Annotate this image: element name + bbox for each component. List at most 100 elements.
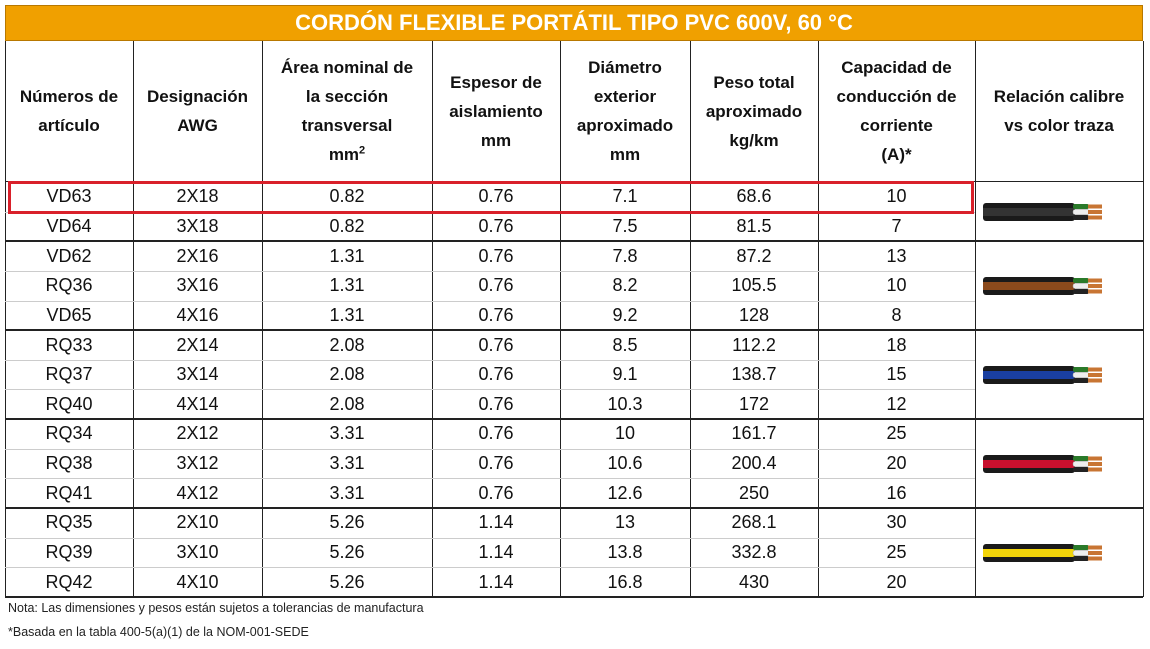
table-cell: RQ41 — [45, 482, 93, 503]
table-cell: 161.7 — [731, 423, 777, 444]
table-cell: 7 — [891, 215, 902, 236]
table-cell: 105.5 — [731, 275, 777, 296]
table-cell: 0.76 — [478, 186, 514, 207]
table-cell: 0.76 — [478, 393, 514, 414]
table-cell: 18 — [886, 334, 907, 355]
table-cell: VD62 — [46, 245, 92, 266]
table-cell: 2X10 — [176, 512, 219, 533]
table-cell: 10 — [886, 275, 907, 296]
table-cell: 10 — [886, 186, 907, 207]
table-title: CORDÓN FLEXIBLE PORTÁTIL TIPO PVC 600V, … — [295, 10, 853, 35]
table-cell: 12 — [886, 393, 907, 414]
grid-line — [262, 41, 263, 597]
table-cell: 2X14 — [176, 334, 219, 355]
table-cell: 112.2 — [732, 334, 776, 355]
grid-line — [5, 507, 1143, 510]
table-cell: 8 — [891, 304, 902, 325]
table-cell: 2.08 — [329, 364, 365, 385]
table-cell: 172 — [738, 393, 770, 414]
header-line: Espesor de — [450, 72, 542, 92]
column-header: Números de artículo — [5, 41, 133, 181]
header-line: transversal — [301, 116, 393, 135]
column-header: Espesor de aislamiento mm — [432, 41, 560, 181]
table-cell: 4X14 — [176, 393, 219, 414]
header-line: Relación calibre — [993, 87, 1125, 106]
column-header: Peso total aproximado kg/km — [690, 41, 818, 181]
column-header: Designación AWG — [133, 41, 262, 181]
header-line: vs color traza — [1004, 116, 1114, 135]
table-cell: 1.14 — [478, 571, 514, 592]
table-cell: 1.14 — [478, 512, 514, 533]
table-cell: 0.76 — [478, 304, 514, 325]
grid-line — [5, 537, 975, 539]
header-line: Designación — [146, 87, 249, 106]
table-cell: 3X10 — [176, 541, 219, 562]
table-cell: 87.2 — [736, 245, 772, 266]
header-line: Capacidad de — [841, 58, 952, 77]
grid-line — [5, 595, 1143, 598]
table-cell: 0.76 — [478, 364, 514, 385]
table-cell: 13 — [614, 512, 636, 533]
table-cell: 10.6 — [607, 453, 643, 474]
header-line: mm — [480, 130, 512, 150]
grid-line — [5, 389, 975, 391]
table-cell: 3X14 — [176, 364, 219, 385]
table-cell: 13 — [886, 245, 907, 266]
grid-line — [133, 41, 134, 597]
table-cell: 2X18 — [176, 186, 219, 207]
header-line: exterior — [593, 87, 657, 106]
header-line: Números de — [19, 87, 119, 106]
table-cell: 0.76 — [478, 275, 514, 296]
header-line: mm — [609, 145, 641, 164]
table-cell: 0.76 — [478, 453, 514, 474]
table-cell: 4X10 — [176, 571, 219, 592]
header-line: aproximado — [705, 101, 803, 121]
superscript: 2 — [359, 144, 366, 157]
grid-line — [818, 41, 819, 597]
table-cell: RQ38 — [45, 453, 93, 474]
table-cell: RQ33 — [45, 334, 93, 355]
table-cell: 7.1 — [612, 186, 638, 207]
note: Nota: Las dimensiones y pesos están suje… — [8, 601, 424, 615]
table-cell: 0.82 — [329, 215, 365, 236]
table-cell: 16.8 — [607, 571, 643, 592]
table-cell: 268.1 — [731, 512, 777, 533]
grid-line — [5, 270, 975, 272]
grid-line — [5, 41, 6, 597]
cable-image — [983, 276, 1102, 295]
header-line: artículo — [38, 116, 100, 135]
table-cell: 1.14 — [478, 541, 514, 562]
table-cell: 128 — [738, 304, 770, 325]
cable-image — [983, 365, 1102, 384]
table-cell: 8.5 — [612, 334, 638, 355]
table-cell: RQ40 — [45, 393, 93, 414]
table-cell: 3X18 — [176, 215, 219, 236]
grid-line — [5, 448, 975, 450]
header-line: Área nominal de — [280, 58, 414, 77]
header-line: corriente — [860, 116, 933, 135]
header-line: kg/km — [729, 130, 779, 150]
grid-line — [5, 418, 1143, 421]
table-cell: 2X16 — [176, 245, 219, 266]
table-cell: 5.26 — [329, 541, 365, 562]
table-cell: 25 — [886, 423, 907, 444]
table-cell: 2.08 — [329, 393, 365, 414]
grid-line — [5, 240, 1143, 243]
table-cell: 200.4 — [731, 453, 777, 474]
cable-image — [983, 543, 1102, 562]
table-cell: 9.2 — [612, 304, 638, 325]
table-cell: 12.6 — [607, 482, 643, 503]
grid-line — [560, 41, 561, 597]
table-cell: 1.31 — [329, 245, 365, 266]
table-cell: 4X16 — [176, 304, 219, 325]
table-cell: VD64 — [46, 215, 92, 236]
table-cell: 20 — [886, 453, 907, 474]
header-line: aproximado — [576, 116, 674, 135]
table-cell: 430 — [738, 571, 770, 592]
grid-line — [975, 41, 976, 597]
table-cell: RQ35 — [45, 512, 93, 533]
table-cell: 20 — [886, 571, 907, 592]
table-cell: 10 — [614, 423, 636, 444]
table-cell: 68.6 — [736, 186, 772, 207]
